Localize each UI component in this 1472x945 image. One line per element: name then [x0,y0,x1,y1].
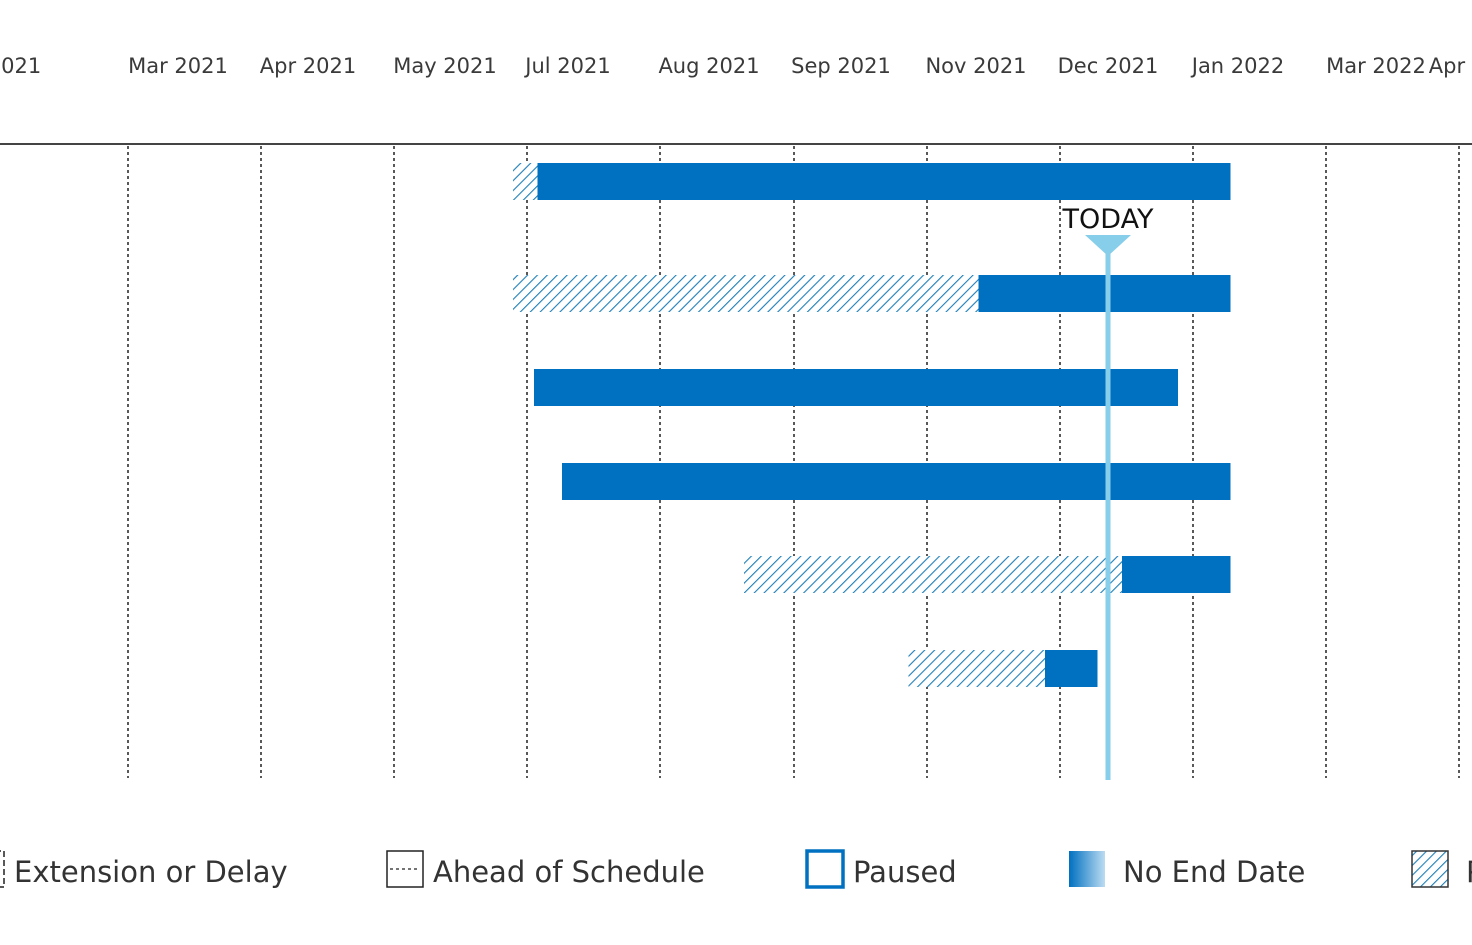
x-tick-label: Jan 2021 [0,54,41,78]
legend: Extension or Delay Ahead of Schedule Pause… [0,849,1472,889]
bar-actual-segment [562,463,1231,500]
bar-planned-segment [513,275,979,312]
bars [513,163,1231,687]
today-arrow-icon [1085,235,1131,256]
bar-planned-segment [513,163,538,200]
bar-actual-segment [1045,650,1098,687]
legend-label: Extension or Delay [14,855,288,889]
legend-label: Paused [853,855,957,889]
x-tick-label: Apr 2022 [1429,54,1472,78]
bar-actual-segment [1122,556,1231,593]
x-tick-label: Mar 2021 [128,54,228,78]
x-tick-label: Sep 2021 [791,54,891,78]
hatched-box-icon [1411,850,1449,888]
legend-label: No End Date [1123,855,1305,889]
today-label: TODAY [1062,204,1154,235]
x-tick-label: Jan 2022 [1190,54,1285,78]
outline-box-icon [805,849,845,889]
x-tick-label: Dec 2021 [1058,54,1159,78]
legend-label: Planned [1466,855,1472,889]
gradient-box-icon [1069,851,1105,887]
gridlines [127,146,1460,778]
x-tick-label: Mar 2022 [1326,54,1426,78]
bar-planned-segment [908,650,1045,687]
x-tick-label: Nov 2021 [925,54,1026,78]
x-tick-label: Jul 2021 [523,54,610,78]
bar-actual-segment [978,275,1231,312]
bar-actual-segment [534,369,1178,406]
bar-planned-segment [744,556,1122,593]
x-axis-ticks: Jan 2021 Mar 2021 Apr 2021 May 2021 Jul 2021… [0,54,1472,78]
x-tick-label: Aug 2021 [658,54,759,78]
today-marker: TODAY [1062,204,1154,780]
x-tick-label: Apr 2021 [260,54,356,78]
legend-label: Ahead of Schedule [433,855,705,889]
bar-actual-segment [537,163,1231,200]
x-tick-label: May 2021 [393,54,497,78]
dashed-box-icon [0,850,5,888]
